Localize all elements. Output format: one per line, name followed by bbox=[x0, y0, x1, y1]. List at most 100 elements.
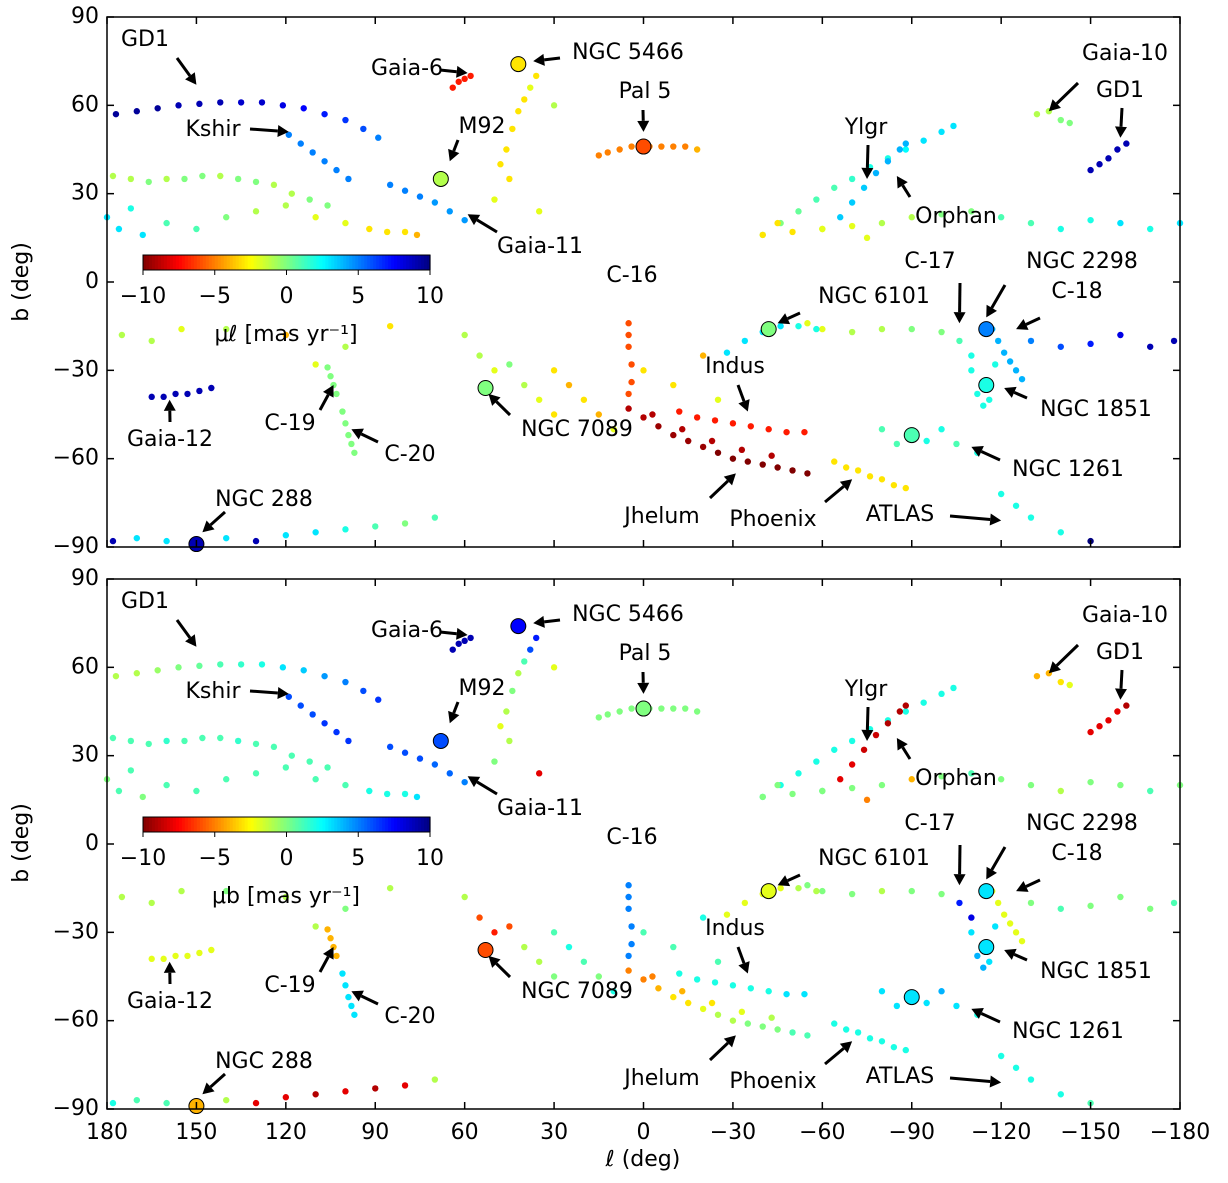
star-point bbox=[134, 670, 140, 676]
star-point bbox=[339, 970, 345, 976]
cluster-marker bbox=[511, 57, 526, 72]
star-point bbox=[694, 414, 700, 420]
star-point bbox=[402, 188, 408, 194]
star-point bbox=[324, 364, 330, 370]
annotation-arrow bbox=[320, 395, 328, 410]
star-point bbox=[110, 735, 116, 741]
star-point bbox=[372, 1085, 378, 1091]
star-point bbox=[163, 738, 169, 744]
star-point bbox=[765, 426, 771, 432]
cluster-marker bbox=[761, 322, 776, 337]
star-point bbox=[298, 702, 304, 708]
star-point bbox=[849, 785, 855, 791]
star-point bbox=[625, 967, 631, 973]
star-point bbox=[503, 708, 509, 714]
annotation-arrow bbox=[544, 620, 560, 622]
star-point bbox=[301, 105, 307, 111]
star-point bbox=[253, 538, 259, 544]
x-tick-label: 150 bbox=[175, 1120, 217, 1145]
star-point bbox=[432, 514, 438, 520]
star-point bbox=[342, 982, 348, 988]
star-point bbox=[694, 146, 700, 152]
colorbar-tick-label: 5 bbox=[351, 846, 365, 871]
star-point bbox=[283, 764, 289, 770]
colorbar-tick-label: 10 bbox=[416, 846, 444, 871]
star-point bbox=[289, 752, 295, 758]
star-point bbox=[843, 1026, 849, 1032]
annotation-arrow bbox=[1026, 880, 1040, 886]
star-point bbox=[312, 529, 318, 535]
star-point bbox=[372, 523, 378, 529]
star-point bbox=[417, 755, 423, 761]
star-point bbox=[968, 367, 974, 373]
star-point bbox=[679, 988, 685, 994]
star-point bbox=[1117, 894, 1123, 900]
star-point bbox=[804, 470, 810, 476]
star-point bbox=[968, 352, 974, 358]
star-point bbox=[503, 146, 509, 152]
arrow-head bbox=[954, 874, 966, 885]
annotation-arrow bbox=[496, 402, 510, 415]
star-point bbox=[795, 770, 801, 776]
star-point bbox=[1058, 226, 1064, 232]
star-point bbox=[476, 352, 482, 358]
star-point bbox=[134, 535, 140, 541]
star-point bbox=[628, 143, 634, 149]
star-point bbox=[1058, 117, 1064, 123]
y-tick-label: −30 bbox=[53, 919, 99, 944]
star-point bbox=[312, 776, 318, 782]
star-point bbox=[342, 782, 348, 788]
star-point bbox=[879, 220, 885, 226]
annotation-label: M92 bbox=[459, 676, 506, 701]
annotation-arrow bbox=[825, 1048, 844, 1064]
star-point bbox=[1028, 514, 1034, 520]
star-point bbox=[774, 782, 780, 788]
star-point bbox=[938, 129, 944, 135]
star-point bbox=[110, 1100, 116, 1106]
star-point bbox=[694, 708, 700, 714]
star-point bbox=[819, 226, 825, 232]
star-point bbox=[253, 1100, 259, 1106]
annotation-arrow bbox=[454, 702, 458, 713]
star-point bbox=[253, 741, 259, 747]
colorbar-tick-label: 10 bbox=[416, 284, 444, 309]
colorbar-tick-label: −5 bbox=[199, 284, 231, 309]
star-point bbox=[309, 711, 315, 717]
arrow-head bbox=[164, 400, 176, 411]
star-point bbox=[149, 900, 155, 906]
star-point bbox=[181, 738, 187, 744]
star-point bbox=[461, 779, 467, 785]
annotation-label: NGC 5466 bbox=[572, 602, 684, 627]
star-point bbox=[950, 685, 956, 691]
star-point bbox=[885, 720, 891, 726]
star-point bbox=[476, 914, 482, 920]
star-point bbox=[849, 738, 855, 744]
star-point bbox=[1087, 779, 1093, 785]
star-point bbox=[605, 149, 611, 155]
star-point bbox=[199, 173, 205, 179]
star-point bbox=[491, 367, 497, 373]
star-point bbox=[700, 444, 706, 450]
star-point bbox=[333, 391, 339, 397]
star-point bbox=[768, 453, 774, 459]
star-point bbox=[175, 664, 181, 670]
star-point bbox=[879, 782, 885, 788]
y-tick-label: −90 bbox=[53, 1096, 99, 1121]
annotation-arrow bbox=[496, 964, 510, 977]
x-tick-label: 180 bbox=[86, 1120, 128, 1145]
star-point bbox=[748, 423, 754, 429]
cluster-marker bbox=[761, 884, 776, 899]
star-point bbox=[777, 323, 783, 329]
star-point bbox=[956, 338, 962, 344]
star-point bbox=[903, 485, 909, 491]
star-point bbox=[506, 176, 512, 182]
star-point bbox=[795, 885, 801, 891]
star-point bbox=[891, 482, 897, 488]
annotation-arrow bbox=[1014, 954, 1027, 960]
star-point bbox=[968, 914, 974, 920]
star-point bbox=[140, 794, 146, 800]
star-point bbox=[1028, 900, 1034, 906]
star-point bbox=[742, 900, 748, 906]
annotation-label: NGC 7089 bbox=[521, 979, 633, 1004]
cluster-marker bbox=[478, 381, 493, 396]
